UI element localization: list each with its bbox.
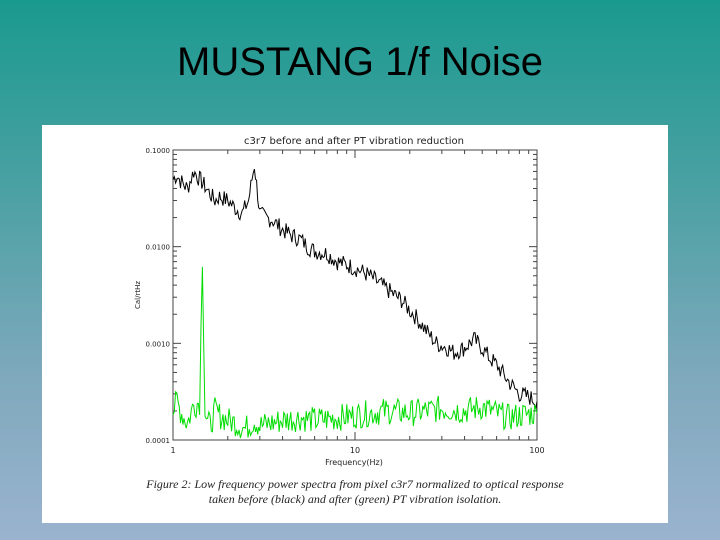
y-tick-label: 0.0100 [146, 244, 171, 252]
x-tick-label: 100 [529, 446, 544, 455]
y-tick-label: 0.0001 [146, 437, 171, 445]
y-axis-label: Cal/rtHz [134, 281, 142, 309]
x-axis-label: Frequency(Hz) [325, 458, 383, 467]
caption-line-1: Figure 2: Low frequency power spectra fr… [146, 477, 564, 491]
figure-caption: Figure 2: Low frequency power spectra fr… [42, 477, 668, 507]
series-group [172, 168, 538, 439]
figure-panel: c3r7 before and after PT vibration reduc… [42, 125, 668, 523]
x-tick-label: 1 [170, 446, 175, 455]
power-spectrum-chart: c3r7 before and after PT vibration reduc… [134, 136, 545, 467]
axis-ticks: 1 10 100 0.0001 0.0010 0.0100 0.1000 [146, 147, 545, 455]
x-tick-label: 10 [350, 446, 360, 455]
series-line-before [172, 168, 538, 409]
plot-frame [172, 149, 538, 441]
series-line-after [172, 266, 538, 439]
slide-title: MUSTANG 1/f Noise [177, 40, 543, 84]
y-tick-label: 0.1000 [146, 147, 171, 155]
y-tick-label: 0.0010 [146, 340, 171, 348]
caption-line-2: taken before (black) and after (green) P… [208, 492, 502, 506]
chart-title: c3r7 before and after PT vibration reduc… [244, 136, 464, 147]
